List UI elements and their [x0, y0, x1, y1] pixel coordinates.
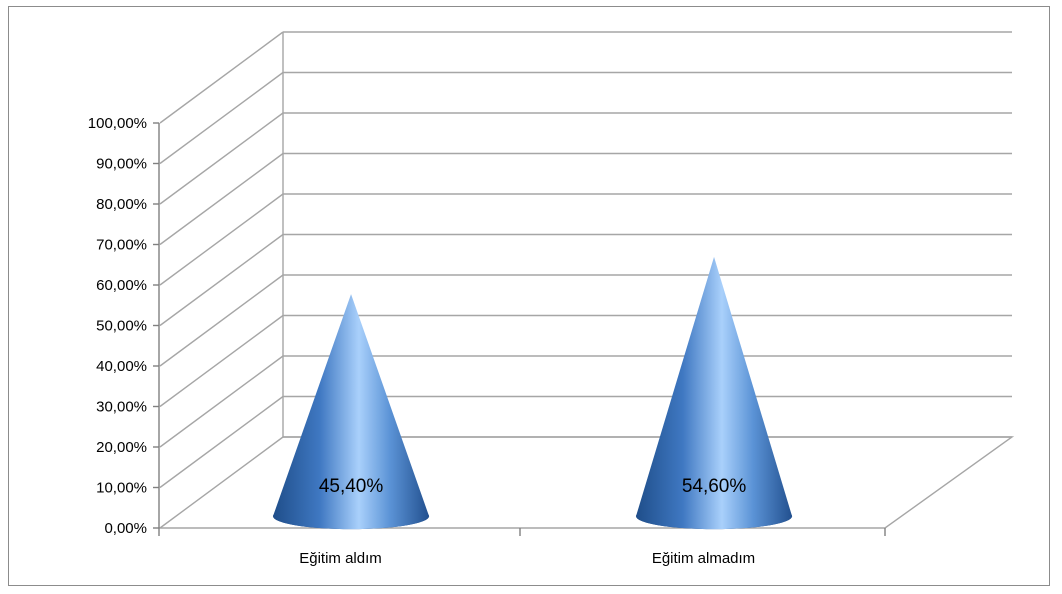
y-tick-label: 100,00%	[88, 115, 147, 132]
gridline	[159, 233, 1012, 327]
gridline	[159, 71, 1012, 165]
data-label: 54,60%	[682, 476, 747, 497]
chart-frame: 0,00% 10,00% 20,00% 30,00% 40,00% 50,00% 60,00…	[8, 6, 1050, 586]
grid-layer	[159, 31, 1015, 529]
cone-bar-1	[273, 294, 430, 530]
cone-layer	[273, 256, 793, 530]
x-category-label: Eğitim almadım	[652, 550, 755, 567]
y-tick-label: 40,00%	[96, 358, 147, 375]
chart-floor	[159, 436, 1015, 529]
gridline	[159, 112, 1012, 205]
y-tick-label: 60,00%	[96, 277, 147, 294]
y-tick-label: 10,00%	[96, 480, 147, 497]
chart-plot: 0,00% 10,00% 20,00% 30,00% 40,00% 50,00% 60,00…	[88, 31, 1015, 567]
gridline	[159, 395, 1012, 489]
gridline	[159, 193, 1012, 286]
cone-body	[636, 256, 793, 530]
y-tick-label: 70,00%	[96, 237, 147, 254]
data-label: 45,40%	[319, 476, 384, 497]
gridline	[159, 314, 1012, 408]
cone-body	[273, 294, 430, 530]
x-category-label: Eğitim aldım	[299, 550, 382, 567]
axis-layer	[153, 122, 886, 536]
y-tick-label: 0,00%	[104, 520, 147, 537]
y-tick-label: 90,00%	[96, 156, 147, 173]
gridline	[159, 31, 1012, 124]
gridline	[159, 355, 1012, 448]
cone-bar-2	[636, 256, 793, 530]
y-tick-label: 20,00%	[96, 439, 147, 456]
gridline	[159, 274, 1012, 367]
y-tick-label: 50,00%	[96, 318, 147, 335]
y-tick-label: 80,00%	[96, 196, 147, 213]
y-tick-label: 30,00%	[96, 399, 147, 416]
gridline	[159, 152, 1012, 246]
label-layer: 0,00% 10,00% 20,00% 30,00% 40,00% 50,00% 60,00…	[88, 115, 755, 567]
